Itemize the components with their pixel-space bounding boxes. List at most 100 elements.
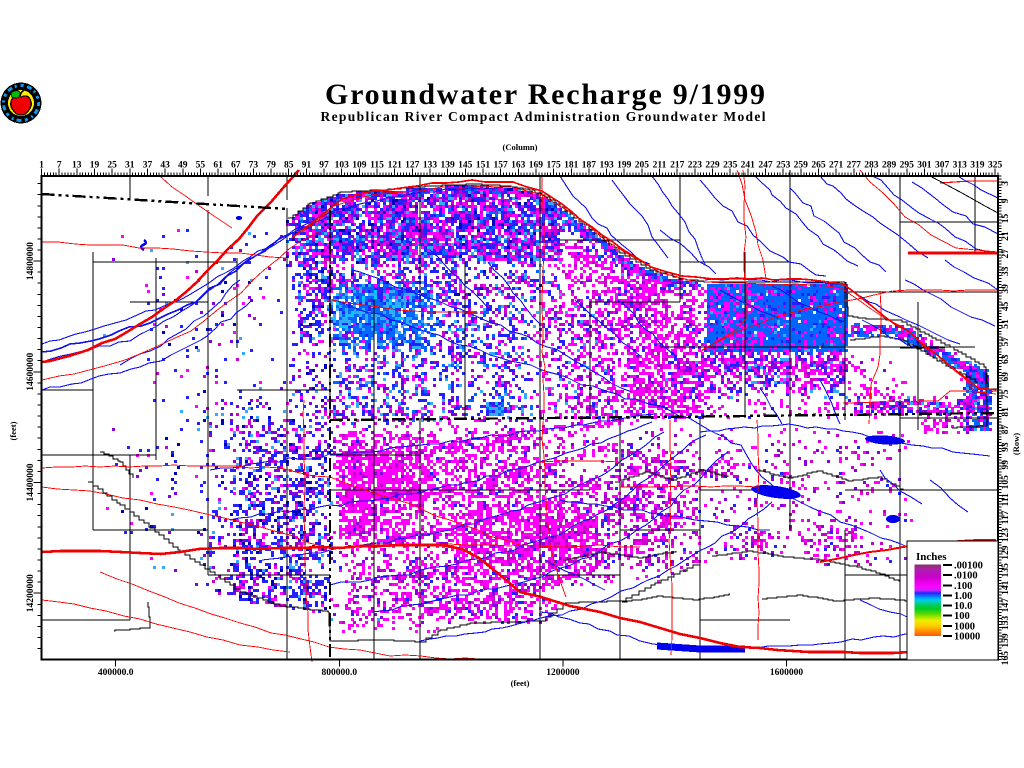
svg-text:271: 271: [829, 161, 844, 171]
svg-text:85: 85: [284, 161, 294, 171]
svg-text:800000.0: 800000.0: [321, 668, 357, 678]
svg-text:57: 57: [1001, 337, 1011, 347]
svg-text:45: 45: [1001, 301, 1011, 311]
svg-text:14200000: 14200000: [26, 574, 36, 612]
svg-text:175: 175: [546, 161, 561, 171]
svg-text:27: 27: [1001, 249, 1011, 259]
svg-text:10.0: 10.0: [954, 601, 972, 612]
svg-text:103: 103: [335, 161, 350, 171]
svg-text:25: 25: [107, 161, 117, 171]
svg-text:165: 165: [1001, 651, 1011, 666]
svg-text:229: 229: [705, 161, 720, 171]
svg-text:217: 217: [670, 161, 685, 171]
svg-text:123: 123: [1001, 528, 1011, 543]
svg-text:163: 163: [511, 161, 526, 171]
svg-text:1.00: 1.00: [954, 591, 972, 602]
svg-text:111: 111: [1001, 493, 1011, 506]
svg-text:400000.0: 400000.0: [98, 668, 134, 678]
svg-text:181: 181: [564, 161, 579, 171]
svg-text:313: 313: [953, 161, 968, 171]
svg-text:51: 51: [1001, 319, 1011, 329]
svg-text:(Column): (Column): [503, 142, 538, 152]
svg-text:21: 21: [1001, 231, 1011, 241]
svg-text:97: 97: [319, 161, 329, 171]
svg-text:1: 1: [39, 161, 44, 171]
svg-text:3: 3: [1001, 181, 1011, 186]
svg-text:69: 69: [1001, 372, 1011, 382]
svg-text:33: 33: [1001, 266, 1011, 276]
svg-text:319: 319: [970, 161, 985, 171]
svg-text:211: 211: [653, 161, 667, 171]
svg-text:133: 133: [423, 161, 438, 171]
svg-text:.100: .100: [954, 581, 972, 592]
svg-text:63: 63: [1001, 354, 1011, 364]
svg-text:277: 277: [847, 161, 862, 171]
svg-text:121: 121: [388, 161, 403, 171]
svg-text:295: 295: [900, 161, 915, 171]
svg-text:187: 187: [582, 161, 597, 171]
svg-text:.0100: .0100: [954, 571, 978, 582]
svg-text:61: 61: [213, 161, 223, 171]
svg-text:1000: 1000: [954, 621, 975, 632]
svg-text:199: 199: [617, 161, 632, 171]
svg-text:.00100: .00100: [954, 561, 983, 572]
svg-text:105: 105: [1001, 475, 1011, 490]
svg-text:91: 91: [302, 161, 312, 171]
svg-text:301: 301: [917, 161, 932, 171]
svg-text:37: 37: [143, 161, 153, 171]
svg-text:93: 93: [1001, 442, 1011, 452]
svg-text:129: 129: [1001, 545, 1011, 560]
svg-text:289: 289: [882, 161, 897, 171]
svg-text:151: 151: [476, 161, 491, 171]
svg-text:14800000: 14800000: [26, 242, 36, 280]
svg-text:31: 31: [125, 161, 135, 171]
svg-text:14400000: 14400000: [26, 463, 36, 501]
svg-text:117: 117: [1001, 510, 1011, 524]
svg-text:115: 115: [370, 161, 384, 171]
svg-text:223: 223: [688, 161, 703, 171]
svg-text:73: 73: [249, 161, 259, 171]
svg-text:307: 307: [935, 161, 950, 171]
svg-text:145: 145: [458, 161, 473, 171]
svg-text:135: 135: [1001, 563, 1011, 578]
svg-text:253: 253: [776, 161, 791, 171]
svg-text:99: 99: [1001, 460, 1011, 470]
svg-text:259: 259: [794, 161, 809, 171]
svg-text:13: 13: [72, 161, 82, 171]
svg-text:1600000: 1600000: [770, 668, 804, 678]
svg-text:109: 109: [352, 161, 367, 171]
svg-text:39: 39: [1001, 284, 1011, 294]
svg-text:79: 79: [266, 161, 276, 171]
svg-text:10000: 10000: [954, 632, 980, 643]
svg-text:(feet): (feet): [511, 678, 530, 688]
svg-text:141: 141: [1001, 580, 1011, 595]
svg-text:241: 241: [741, 161, 756, 171]
svg-text:325: 325: [988, 161, 1003, 171]
svg-text:9: 9: [1001, 198, 1011, 203]
svg-text:283: 283: [864, 161, 879, 171]
svg-text:19: 19: [90, 161, 100, 171]
svg-text:139: 139: [440, 161, 455, 171]
svg-text:1200000: 1200000: [546, 668, 580, 678]
svg-text:(feet): (feet): [8, 421, 18, 440]
svg-text:159: 159: [1001, 633, 1011, 648]
svg-text:147: 147: [1001, 598, 1011, 613]
svg-text:157: 157: [493, 161, 508, 171]
svg-text:75: 75: [1001, 389, 1011, 399]
svg-text:Inches: Inches: [916, 551, 947, 563]
svg-text:(Row): (Row): [1011, 433, 1021, 455]
svg-text:235: 235: [723, 161, 738, 171]
svg-text:205: 205: [635, 161, 650, 171]
svg-text:193: 193: [599, 161, 614, 171]
svg-text:67: 67: [231, 161, 241, 171]
svg-text:14600000: 14600000: [26, 353, 36, 391]
svg-text:100: 100: [954, 611, 970, 622]
svg-text:169: 169: [529, 161, 544, 171]
svg-text:127: 127: [405, 161, 420, 171]
svg-text:7: 7: [57, 161, 62, 171]
svg-text:153: 153: [1001, 616, 1011, 631]
svg-text:15: 15: [1001, 214, 1011, 224]
svg-text:265: 265: [811, 161, 826, 171]
svg-text:87: 87: [1001, 425, 1011, 435]
svg-text:Republican River Compact Admin: Republican River Compact Administration …: [321, 109, 766, 124]
